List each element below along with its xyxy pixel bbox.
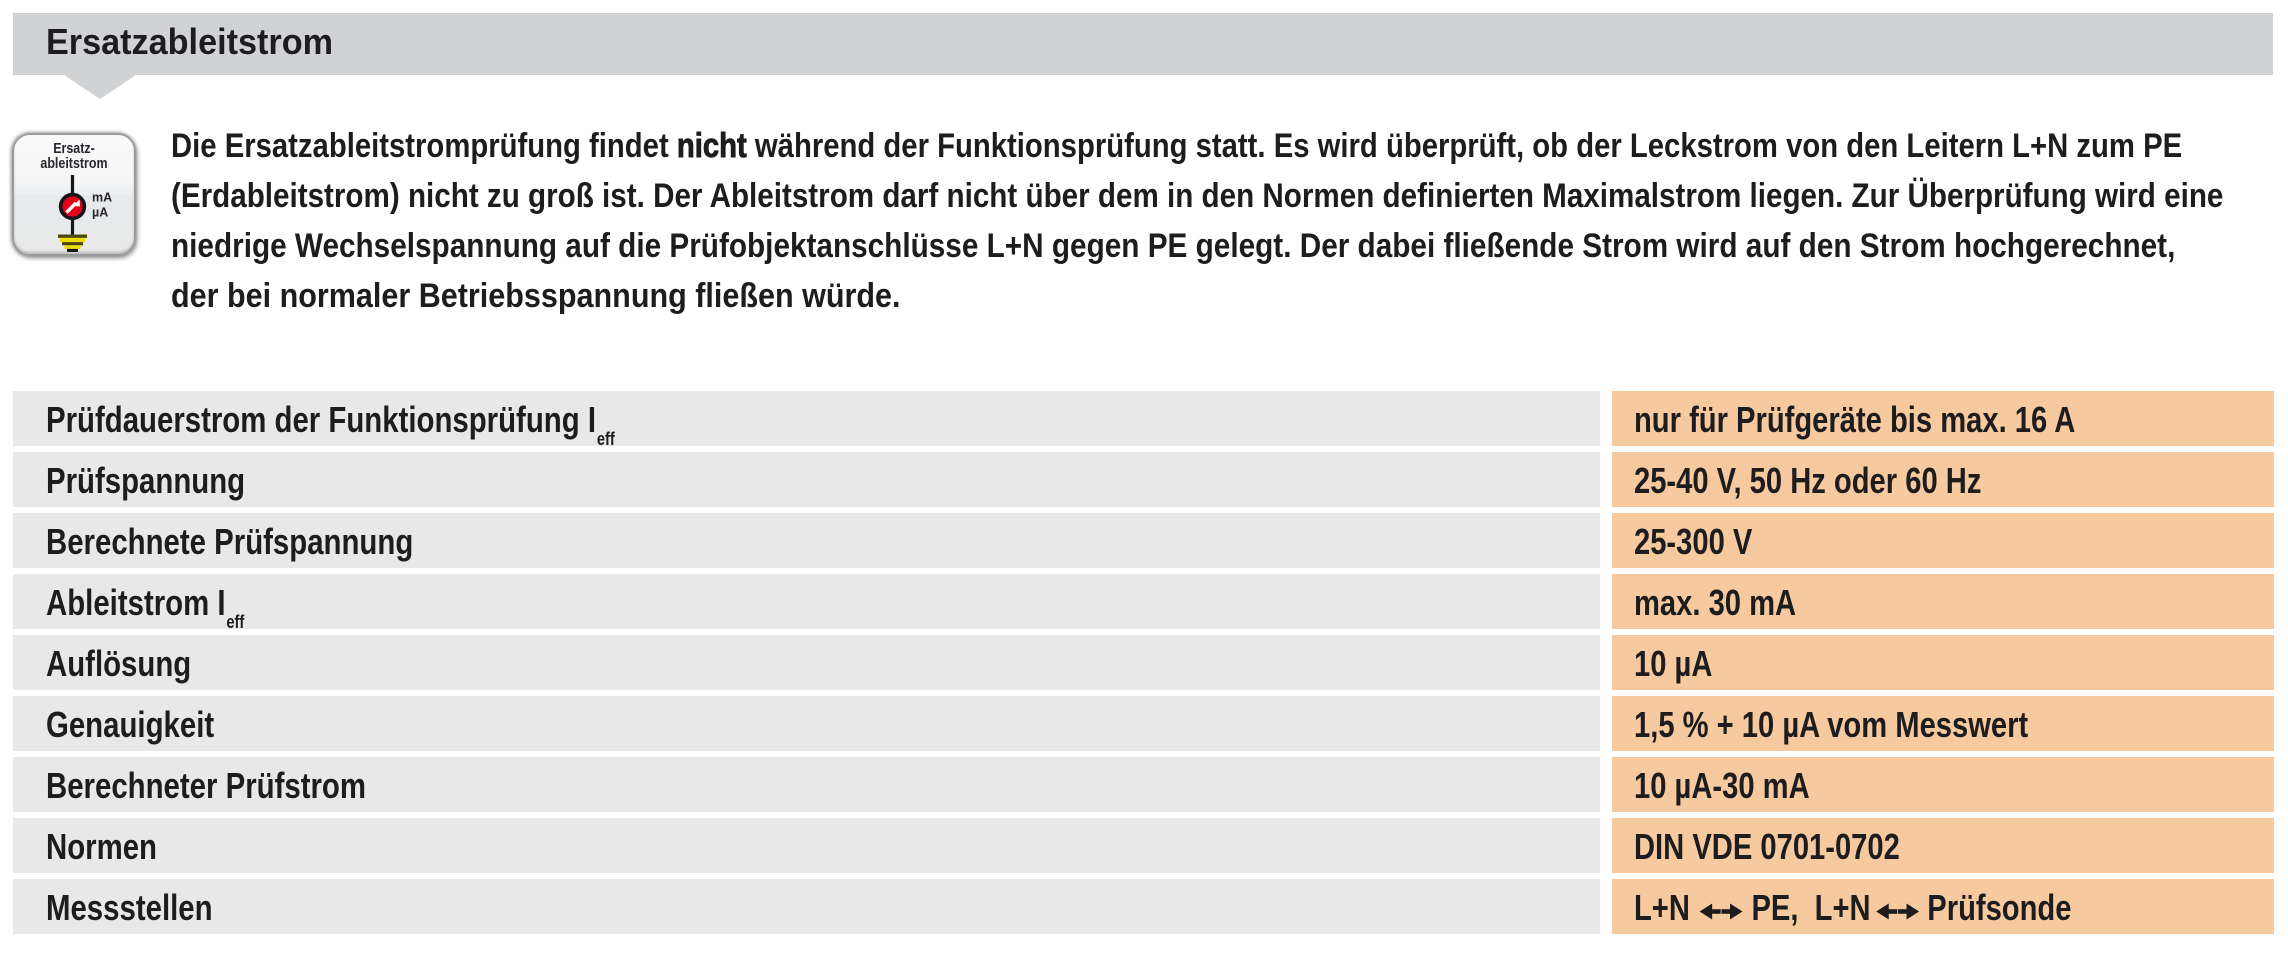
svg-text:µA: µA <box>92 206 108 220</box>
svg-text:mA: mA <box>92 191 112 205</box>
